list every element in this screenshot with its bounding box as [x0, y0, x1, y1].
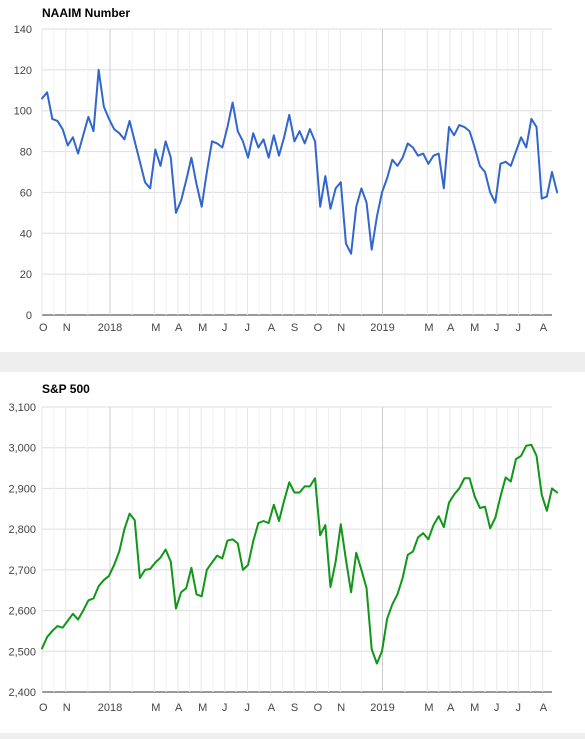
y-tick-label: 2,400	[8, 687, 36, 699]
naaim-chart-panel: NAAIM Number 0 20 40 60 80 100 120 140 O N 2018 M A M…	[0, 0, 585, 352]
y-tick-label: 2,500	[8, 646, 36, 658]
series-line	[41, 68, 559, 255]
x-tick-label: M	[470, 322, 479, 334]
sp500-line-chart: 2,400 2,500 2,600 2,700 2,800 2,900 3,000 3,100…	[8, 402, 559, 714]
x-tick-label: J	[494, 322, 500, 334]
x-tick-label: N	[337, 322, 345, 334]
x-tick-label: J	[245, 322, 251, 334]
x-tick-label: N	[63, 322, 71, 334]
y-tick-label: 2,800	[8, 524, 36, 536]
x-tick-label: 2019	[370, 322, 394, 334]
x-tick-label: 2019	[370, 702, 394, 714]
y-tick-label: 40	[20, 228, 32, 240]
x-tick-label: 2018	[98, 322, 122, 334]
sp500-chart-panel: S&P 500 2,400 2,500 2,600 2,700 2,800 2,900 3,…	[0, 372, 585, 733]
x-tick-label: A	[268, 322, 276, 334]
x-tick-label: M	[470, 702, 479, 714]
x-tick-label: J	[245, 702, 251, 714]
x-tick-label: A	[540, 322, 548, 334]
y-tick-label: 60	[20, 187, 32, 199]
y-tick-label: 100	[14, 106, 32, 118]
y-tick-label: 140	[14, 24, 32, 36]
x-tick-label: J	[222, 322, 228, 334]
series-line	[41, 443, 559, 665]
chart-separator	[0, 733, 585, 739]
x-tick-label: M	[198, 702, 207, 714]
y-tick-label: 20	[20, 269, 32, 281]
x-tick-label: M	[151, 322, 160, 334]
x-tick-label: O	[39, 702, 48, 714]
x-tick-label: N	[337, 702, 345, 714]
y-tick-label: 80	[20, 147, 32, 159]
x-tick-label: A	[175, 702, 183, 714]
naaim-line-chart: 0 20 40 60 80 100 120 140 O N 2018 M A M J J A S O N 2019 M A M…	[14, 24, 559, 334]
x-tick-label: A	[268, 702, 276, 714]
x-tick-label: 2018	[98, 702, 122, 714]
x-tick-label: A	[447, 322, 455, 334]
x-tick-label: M	[424, 322, 433, 334]
y-tick-label: 3,100	[8, 402, 36, 414]
x-tick-label: N	[63, 702, 71, 714]
y-tick-label: 0	[26, 310, 32, 322]
x-tick-label: O	[314, 702, 323, 714]
y-tick-label: 2,700	[8, 565, 36, 577]
chart-title: S&P 500	[42, 382, 90, 396]
chart-title: NAAIM Number	[42, 6, 131, 20]
y-tick-label: 2,900	[8, 483, 36, 495]
y-tick-label: 3,000	[8, 443, 36, 455]
x-tick-label: J	[516, 322, 522, 334]
x-tick-label: M	[424, 702, 433, 714]
x-tick-label: S	[291, 322, 298, 334]
x-tick-label: O	[314, 322, 323, 334]
x-tick-label: A	[540, 702, 548, 714]
y-tick-label: 120	[14, 65, 32, 77]
x-tick-label: A	[447, 702, 455, 714]
x-tick-label: J	[494, 702, 500, 714]
chart-separator	[0, 352, 585, 372]
y-tick-label: 2,600	[8, 606, 36, 618]
x-tick-label: J	[516, 702, 522, 714]
x-tick-label: M	[151, 702, 160, 714]
x-tick-label: A	[175, 322, 183, 334]
x-tick-label: J	[222, 702, 228, 714]
x-tick-label: M	[198, 322, 207, 334]
x-tick-label: O	[39, 322, 48, 334]
x-tick-label: S	[291, 702, 298, 714]
